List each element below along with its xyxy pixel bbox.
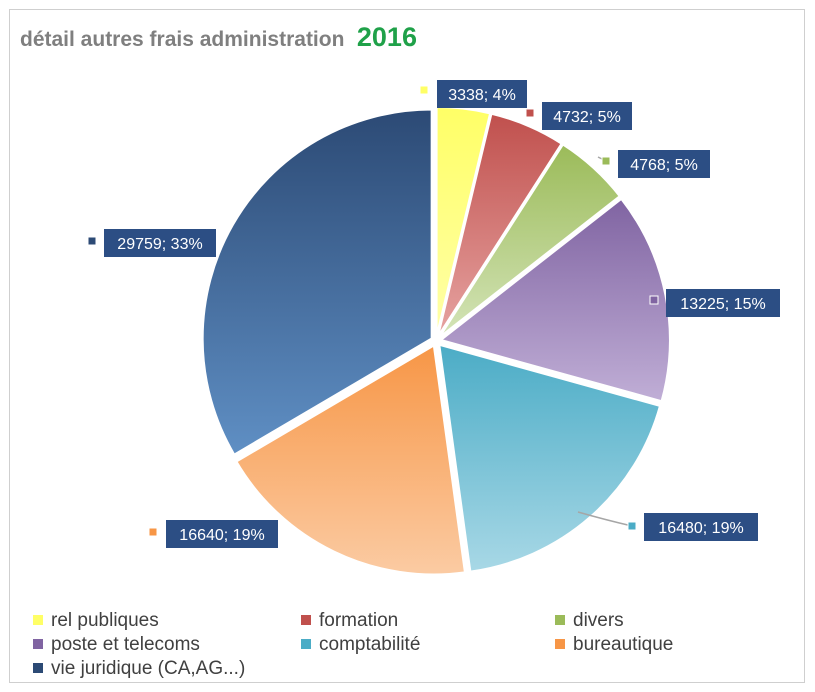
data-label-box bbox=[618, 150, 710, 178]
data-label: 4732; 5% bbox=[542, 102, 632, 130]
data-label-text: 3338; 4% bbox=[448, 87, 516, 104]
data-label-marker bbox=[627, 521, 637, 531]
data-label-marker bbox=[148, 527, 158, 537]
data-label-box bbox=[542, 102, 632, 130]
legend-item: comptabilité bbox=[301, 634, 420, 656]
data-label-text: 4768; 5% bbox=[630, 157, 698, 174]
data-label: 3338; 4% bbox=[437, 80, 527, 108]
legend-swatch bbox=[301, 615, 311, 625]
data-label-marker bbox=[419, 85, 429, 95]
data-label-text: 29759; 33% bbox=[117, 236, 202, 253]
legend-swatch bbox=[33, 615, 43, 625]
legend-label: vie juridique (CA,AG...) bbox=[51, 658, 246, 679]
pie-slice-divers bbox=[438, 143, 622, 339]
chart-title: détail autres frais administration 2016 bbox=[20, 22, 417, 53]
chart-title-text: détail autres frais administration bbox=[20, 28, 345, 51]
data-label: 16480; 19% bbox=[644, 513, 758, 541]
data-label-marker bbox=[87, 236, 97, 246]
data-label-text: 13225; 15% bbox=[680, 296, 765, 313]
pie-slice-formation bbox=[436, 112, 563, 337]
legend-swatch bbox=[33, 663, 43, 673]
data-label: 29759; 33% bbox=[104, 229, 216, 257]
legend-item: poste et telecoms bbox=[33, 634, 200, 656]
legend-label: comptabilité bbox=[319, 634, 421, 655]
pie-slice-rel-publiques bbox=[435, 106, 492, 337]
legend-item: bureautique bbox=[555, 634, 673, 656]
data-label-marker bbox=[525, 108, 535, 118]
legend-label: formation bbox=[319, 610, 399, 631]
data-label-box bbox=[644, 513, 758, 541]
data-label-box bbox=[104, 229, 216, 257]
legend-label: divers bbox=[573, 610, 624, 631]
legend-label: bureautique bbox=[573, 634, 674, 655]
legend-item: vie juridique (CA,AG...) bbox=[33, 658, 245, 680]
data-label-box bbox=[666, 289, 780, 317]
pie-slice-comptabilit bbox=[438, 343, 662, 573]
pie-slice-bureautique bbox=[235, 343, 467, 576]
pie-slice-vie-juridique-ca-ag bbox=[201, 108, 433, 456]
data-label-box bbox=[437, 80, 527, 108]
legend-item: formation bbox=[301, 610, 398, 632]
data-label-marker bbox=[601, 156, 611, 166]
pie-slice-poste-et-telecoms bbox=[438, 197, 671, 403]
legend-swatch bbox=[301, 639, 311, 649]
chart-title-year: 2016 bbox=[356, 22, 417, 52]
legend-item: rel publiques bbox=[33, 610, 159, 632]
data-label: 4768; 5% bbox=[618, 150, 710, 178]
legend-label: rel publiques bbox=[51, 610, 159, 631]
data-label-text: 16640; 19% bbox=[179, 527, 264, 544]
data-label-marker bbox=[649, 295, 659, 305]
legend-swatch bbox=[555, 615, 565, 625]
data-label-text: 4732; 5% bbox=[553, 109, 621, 126]
data-label-box bbox=[166, 520, 278, 548]
legend-swatch bbox=[33, 639, 43, 649]
data-label-text: 16480; 19% bbox=[658, 520, 743, 537]
data-label: 13225; 15% bbox=[666, 289, 780, 317]
legend-label: poste et telecoms bbox=[51, 634, 200, 655]
data-label: 16640; 19% bbox=[166, 520, 278, 548]
legend-item: divers bbox=[555, 610, 624, 632]
legend-swatch bbox=[555, 639, 565, 649]
